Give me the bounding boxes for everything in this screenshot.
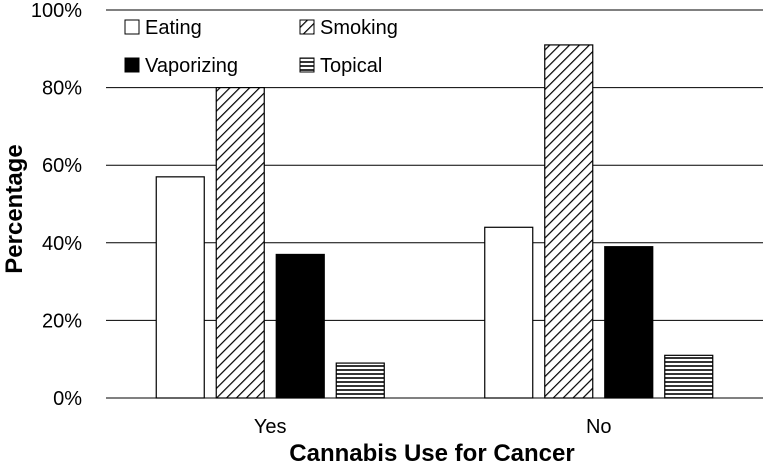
x-category-label: No <box>586 416 612 438</box>
bar-eating-yes <box>155 176 205 399</box>
legend-label-eating: Eating <box>145 17 202 39</box>
legend-swatch-smoking <box>299 19 315 35</box>
y-tick-label: 40% <box>42 233 82 255</box>
bars <box>155 44 714 399</box>
bar-smoking-no <box>544 44 594 399</box>
legend-label-topical: Topical <box>320 55 382 77</box>
legend-swatch-vaporizing <box>124 57 140 73</box>
legend-swatch-eating <box>124 19 140 35</box>
legend-label-smoking: Smoking <box>320 17 398 39</box>
legend-label-vaporizing: Vaporizing <box>145 55 238 77</box>
x-axis-category-labels: Yes No <box>254 416 612 438</box>
bar-topical-yes <box>335 362 385 399</box>
bar-smoking-yes <box>215 86 265 399</box>
legend-swatch-topical <box>299 57 315 73</box>
gridlines <box>106 9 763 399</box>
bar-vaporizing-yes <box>275 253 325 399</box>
y-tick-label: 20% <box>42 310 82 332</box>
legend: Eating Smoking Vaporizing Topical <box>124 17 398 77</box>
y-tick-label: 100% <box>31 0 82 22</box>
x-axis-title: Cannabis Use for Cancer <box>289 440 574 466</box>
bar-topical-no <box>664 354 714 399</box>
y-tick-label: 60% <box>42 155 82 177</box>
bar-eating-no <box>484 226 534 399</box>
y-axis-tick-labels: 0% 20% 40% 60% 80% 100% <box>31 0 82 410</box>
y-axis-title: Percentage <box>1 144 28 273</box>
bar-vaporizing-no <box>604 246 654 399</box>
x-category-label: Yes <box>254 416 287 438</box>
y-tick-label: 80% <box>42 78 82 100</box>
y-tick-label: 0% <box>53 388 82 410</box>
